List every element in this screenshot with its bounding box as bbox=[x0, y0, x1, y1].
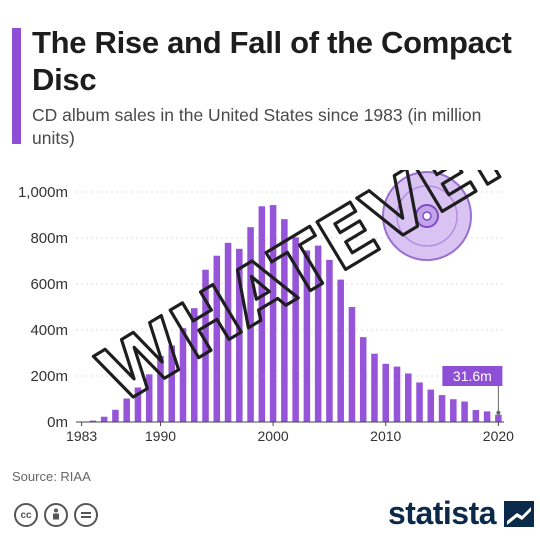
bar-2016 bbox=[450, 399, 457, 422]
cd-disc-hole bbox=[422, 211, 432, 221]
bar-2002 bbox=[292, 237, 299, 422]
y-tick-label: 0m bbox=[47, 414, 68, 431]
no-derivatives-icon[interactable] bbox=[74, 503, 98, 527]
statista-logo-icon bbox=[504, 500, 535, 527]
y-tick-label: 1,000m bbox=[18, 184, 68, 201]
bar-1992 bbox=[179, 328, 187, 422]
bar-2017 bbox=[461, 401, 468, 422]
bar-1984 bbox=[89, 420, 97, 422]
source-text: Source: RIAA bbox=[12, 469, 91, 484]
bar-1990 bbox=[157, 355, 164, 422]
bar-1996 bbox=[224, 242, 232, 422]
bar-1994 bbox=[202, 269, 209, 422]
bar-2011 bbox=[393, 366, 401, 422]
bar-1993 bbox=[190, 308, 198, 422]
bar-2015 bbox=[438, 395, 446, 422]
bar-2003 bbox=[303, 250, 311, 422]
bar-2000 bbox=[269, 205, 277, 422]
y-tick-label: 800m bbox=[30, 230, 68, 247]
bar-2014 bbox=[427, 389, 435, 422]
x-tick-label: 1983 bbox=[66, 428, 97, 444]
annotation-box bbox=[442, 366, 503, 386]
bar-chart: 0m 200m 400m 600m 800m 1,000m 1983 1990 2000 2010… bbox=[18, 170, 540, 444]
chart-subtitle: CD album sales in the United States sinc… bbox=[32, 105, 482, 148]
y-tick-label: 400m bbox=[30, 322, 68, 339]
bar-1999 bbox=[258, 206, 266, 422]
x-tick-label: 2010 bbox=[370, 428, 401, 444]
bar-1985 bbox=[100, 416, 108, 422]
brand-name: statista bbox=[388, 495, 497, 531]
y-tick-label: 200m bbox=[30, 368, 68, 385]
bar-1989 bbox=[145, 374, 153, 422]
y-tick-label: 600m bbox=[30, 276, 68, 293]
annotation-label: 31.6m bbox=[453, 368, 492, 384]
bar-1987 bbox=[123, 398, 130, 422]
cc-icon[interactable]: cc bbox=[14, 503, 38, 527]
bar-2004 bbox=[314, 245, 322, 422]
bar-1998 bbox=[247, 227, 254, 422]
bar-1997 bbox=[236, 248, 243, 422]
x-tick-label: 1990 bbox=[145, 428, 176, 444]
bar-2009 bbox=[371, 353, 378, 422]
cd-disc-ring bbox=[396, 185, 458, 247]
bar-1995 bbox=[213, 255, 221, 422]
bar-2010 bbox=[382, 363, 390, 422]
bar-2018 bbox=[472, 410, 480, 422]
bar-1991 bbox=[168, 345, 176, 422]
bar-2001 bbox=[281, 219, 288, 422]
bar-2012 bbox=[404, 373, 412, 422]
bar-2006 bbox=[337, 279, 344, 422]
x-tick-label: 2020 bbox=[483, 428, 514, 444]
annotation-dot bbox=[496, 410, 501, 415]
bar-2007 bbox=[348, 307, 356, 422]
statista-logo[interactable]: statista bbox=[388, 495, 535, 532]
attribution-icon[interactable] bbox=[44, 503, 68, 527]
chart-title: The Rise and Fall of the Compact Disc bbox=[32, 25, 512, 97]
bar-2019 bbox=[483, 411, 491, 422]
title-accent-bar bbox=[12, 28, 21, 144]
bar-1988 bbox=[134, 387, 142, 422]
bar-2020 bbox=[495, 414, 502, 422]
bar-2008 bbox=[359, 337, 367, 422]
license-icons: cc bbox=[14, 503, 98, 527]
x-tick-label: 2000 bbox=[258, 428, 289, 444]
bar-2013 bbox=[416, 382, 423, 422]
bar-1986 bbox=[112, 409, 119, 422]
bar-2005 bbox=[326, 259, 333, 422]
